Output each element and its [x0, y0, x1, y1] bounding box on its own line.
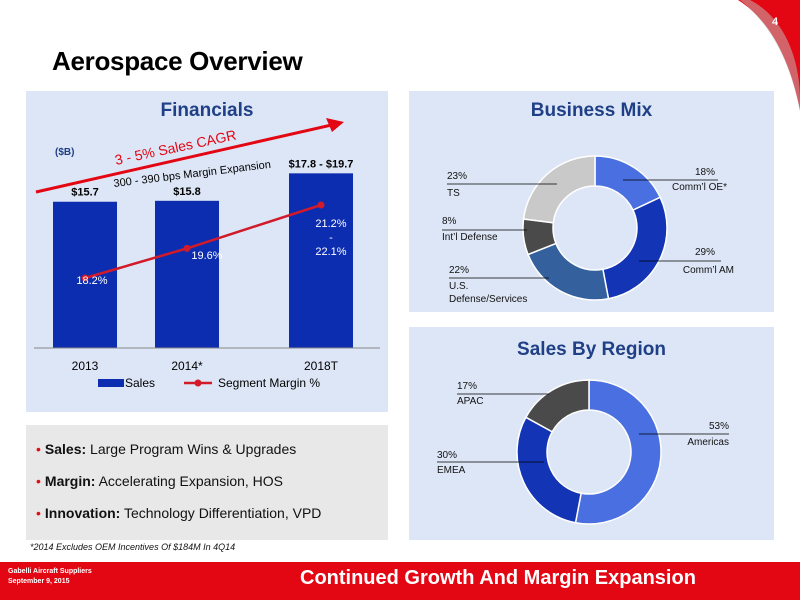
bar-value-label: $15.7 — [71, 187, 99, 199]
donut-slice — [574, 379, 662, 525]
bullet-margin: • Margin: Accelerating Expansion, HOS — [36, 473, 283, 489]
highlights-box: • Sales: Large Program Wins & Upgrades • M… — [26, 425, 388, 540]
business-mix-title: Business Mix — [530, 100, 653, 121]
donut-slice — [601, 196, 668, 300]
slice-name-label: Defense/Services — [449, 294, 527, 305]
footnote: *2014 Excludes OEM Incentives Of $184M I… — [30, 542, 236, 552]
slice-pct-label: 29% — [695, 247, 715, 258]
category-tick-label: 2018T — [304, 359, 339, 373]
sales-by-region-chart: 53% Americas 30% EMEA 17% APAC — [437, 379, 729, 525]
financials-chart: ($B) $15.7 2013 $15.8 2014* $17.8 - $19.7 2018… — [34, 118, 380, 390]
legend-label-sales: Sales — [125, 376, 155, 390]
bullet-text: Large Program Wins & Upgrades — [86, 441, 297, 457]
category-tick-label: 2013 — [72, 359, 99, 373]
margin-point — [81, 274, 89, 282]
bar-value-label: $17.8 - $19.7 — [289, 158, 354, 170]
margin-data-label: 19.6% — [191, 250, 222, 262]
legend-marker-margin — [194, 379, 202, 387]
legend-swatch-sales — [98, 379, 124, 387]
slice-pct-label: 18% — [695, 167, 715, 178]
donut-slice — [527, 242, 610, 301]
slice-pct-label: 23% — [447, 171, 467, 182]
footer-source: Gabelli Aircraft Suppliers September 9, … — [8, 567, 92, 587]
slice-name-label: Americas — [687, 437, 729, 448]
category-tick-label: 2014* — [171, 359, 203, 373]
margin-point — [317, 201, 325, 209]
bar — [155, 200, 219, 348]
bullet-sales: • Sales: Large Program Wins & Upgrades — [36, 441, 296, 457]
slice-pct-label: 17% — [457, 381, 477, 392]
legend-label-margin: Segment Margin % — [218, 376, 320, 390]
page-title: Aerospace Overview — [52, 46, 303, 76]
bullet-text: Technology Differentiation, VPD — [120, 505, 322, 521]
sales-by-region-title: Sales By Region — [517, 339, 666, 360]
bullet-dot: • — [36, 441, 41, 457]
donut-slice — [524, 379, 590, 433]
margin-data-label: - — [329, 232, 333, 244]
slice-pct-label: 53% — [709, 421, 729, 432]
cagr-arrow-head — [326, 118, 344, 132]
slice-pct-label: 22% — [449, 265, 469, 276]
bullet-label: Sales: — [44, 441, 87, 457]
bullet-innovation: • Innovation: Technology Differentiation,… — [36, 505, 321, 521]
slice-pct-label: 8% — [442, 216, 457, 227]
page-number: 4 — [772, 16, 779, 28]
donut-slice — [516, 416, 583, 524]
bar-value-label: $15.8 — [173, 186, 201, 198]
slice-name-label: APAC — [457, 396, 484, 407]
slice-name-label: U.S. — [449, 281, 468, 292]
margin-data-label: 21.2% — [315, 218, 346, 230]
business-mix-chart: 18% 29% 22% 8% 23% Comm’l OE* Comm’l AM U.S. Def… — [442, 155, 734, 305]
slice-name-label: Int’l Defense — [442, 232, 498, 243]
bullet-dot: • — [36, 473, 41, 489]
footer-date-line: September 9, 2015 — [8, 578, 70, 585]
bullet-label: Margin: — [44, 473, 96, 489]
cagr-arrow-line — [35, 122, 337, 194]
financials-title: Financials — [160, 100, 254, 121]
slice-name-label: TS — [447, 188, 460, 199]
footer-tagline: Continued Growth And Margin Expansion — [300, 567, 696, 589]
donut-slice — [522, 155, 596, 224]
footer-bar — [0, 562, 800, 600]
margin-data-label: 18.2% — [76, 275, 107, 287]
slice-pct-label: 30% — [437, 450, 457, 461]
bullet-label: Innovation: — [44, 505, 121, 521]
slice-name-label: Comm’l AM — [683, 265, 734, 276]
margin-data-label: 22.1% — [315, 246, 346, 258]
slice-name-label: EMEA — [437, 465, 466, 476]
slice-name-label: Comm’l OE* — [672, 182, 727, 193]
bullet-text: Accelerating Expansion, HOS — [95, 473, 284, 489]
footer-source-line: Gabelli Aircraft Suppliers — [8, 568, 92, 575]
unit-label: ($B) — [55, 147, 74, 158]
bar — [289, 173, 353, 348]
bullet-dot: • — [36, 505, 41, 521]
margin-point — [183, 244, 191, 252]
